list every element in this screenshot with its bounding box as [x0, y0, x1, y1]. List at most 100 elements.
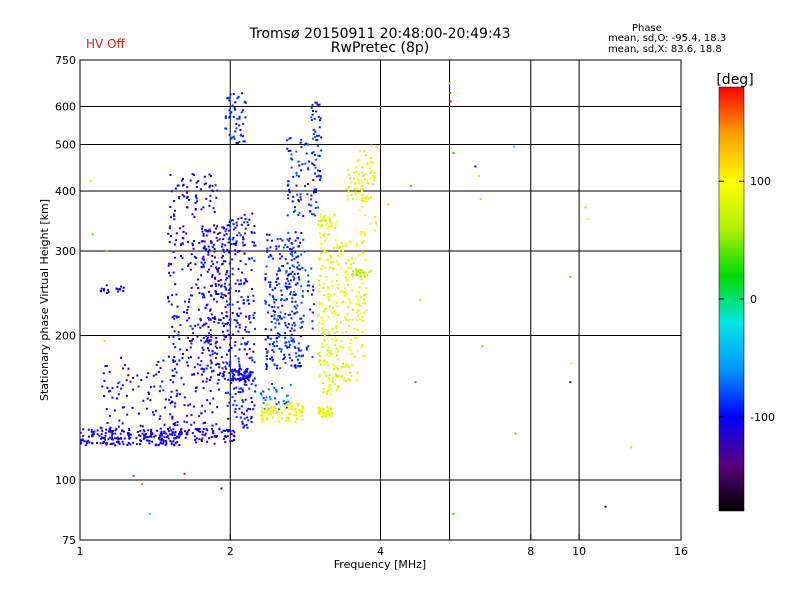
echo-point — [294, 251, 297, 254]
echo-point — [221, 226, 224, 229]
echo-point — [277, 332, 279, 335]
echo-point — [232, 403, 235, 406]
echo-point — [208, 186, 211, 189]
echo-point — [306, 284, 309, 287]
echo-point — [111, 396, 114, 399]
echo-point — [326, 296, 329, 299]
echo-point — [349, 338, 352, 341]
echo-point — [584, 206, 587, 209]
echo-point — [213, 442, 216, 445]
echo-point — [199, 319, 202, 322]
echo-point — [252, 350, 255, 353]
echo-point — [234, 244, 237, 247]
echo-point — [266, 403, 269, 406]
echo-point — [89, 179, 92, 182]
echo-point — [325, 353, 328, 356]
echo-point — [285, 401, 288, 404]
echo-point — [91, 433, 94, 436]
echo-point — [105, 428, 108, 431]
echo-point — [105, 442, 108, 444]
echo-point — [283, 356, 286, 359]
echo-point — [275, 247, 278, 250]
echo-point — [121, 406, 124, 409]
echo-point — [294, 352, 297, 355]
echo-point — [233, 106, 236, 109]
echo-point — [340, 365, 343, 368]
echo-point — [281, 412, 284, 415]
echo-point — [358, 179, 361, 182]
echo-point — [286, 180, 289, 183]
echo-point — [173, 356, 176, 358]
echo-point — [286, 395, 288, 398]
echo-point — [286, 246, 289, 249]
x-axis-ticks: 1 2 4 8 10 16 — [77, 534, 688, 558]
echo-point — [284, 243, 287, 246]
echo-point — [217, 293, 220, 296]
echo-point — [289, 383, 292, 386]
echo-point — [235, 142, 238, 144]
echo-point — [224, 273, 227, 276]
echo-point — [336, 220, 339, 223]
echo-point — [288, 346, 291, 349]
echo-point — [176, 392, 179, 395]
echo-point — [250, 417, 253, 420]
echo-point — [148, 512, 151, 515]
echo-point — [329, 294, 332, 297]
echo-point — [248, 218, 251, 221]
echo-point — [180, 255, 182, 257]
echo-point — [171, 369, 174, 372]
echo-point — [208, 184, 211, 187]
echo-point — [346, 313, 349, 316]
echo-point — [226, 329, 229, 332]
echo-point — [294, 300, 297, 303]
echo-point — [125, 394, 128, 397]
echo-point — [331, 337, 334, 340]
echo-point — [360, 189, 363, 192]
echo-point — [233, 377, 236, 380]
echo-point — [204, 261, 206, 264]
echo-point — [232, 93, 235, 95]
echo-point — [272, 309, 275, 312]
echo-point — [234, 130, 237, 133]
echo-point — [185, 311, 188, 314]
echo-point — [322, 287, 325, 289]
echo-point — [197, 180, 200, 183]
echo-point — [268, 343, 271, 346]
echo-point — [145, 436, 147, 439]
echo-point — [207, 325, 210, 328]
echo-point — [300, 146, 303, 149]
echo-point — [181, 179, 184, 182]
echo-point — [214, 184, 217, 187]
echo-point — [479, 198, 482, 200]
echo-point — [210, 335, 213, 338]
echo-point — [318, 303, 321, 305]
echo-point — [195, 437, 198, 440]
echo-point — [201, 439, 203, 442]
echo-point — [238, 407, 241, 410]
echo-point — [371, 161, 374, 164]
echo-point — [295, 150, 298, 153]
echo-point — [317, 223, 320, 226]
echo-point — [194, 195, 197, 198]
echo-point — [321, 223, 324, 226]
echo-point — [291, 254, 294, 257]
echo-point — [213, 248, 216, 250]
echo-point — [308, 284, 311, 287]
echo-point — [195, 386, 198, 389]
echo-point — [230, 378, 233, 381]
echo-point — [159, 385, 162, 388]
echo-point — [362, 174, 365, 177]
echo-point — [286, 238, 289, 241]
echo-point — [356, 319, 359, 322]
echo-point — [214, 276, 216, 279]
echo-point — [163, 436, 166, 439]
echo-point — [173, 434, 176, 437]
echo-point — [109, 389, 112, 392]
echo-point — [312, 311, 314, 314]
echo-point — [238, 348, 241, 351]
echo-point — [265, 396, 268, 399]
echo-point — [270, 407, 273, 410]
echo-point — [323, 339, 326, 342]
echo-point — [104, 365, 107, 368]
echo-point — [262, 402, 265, 405]
